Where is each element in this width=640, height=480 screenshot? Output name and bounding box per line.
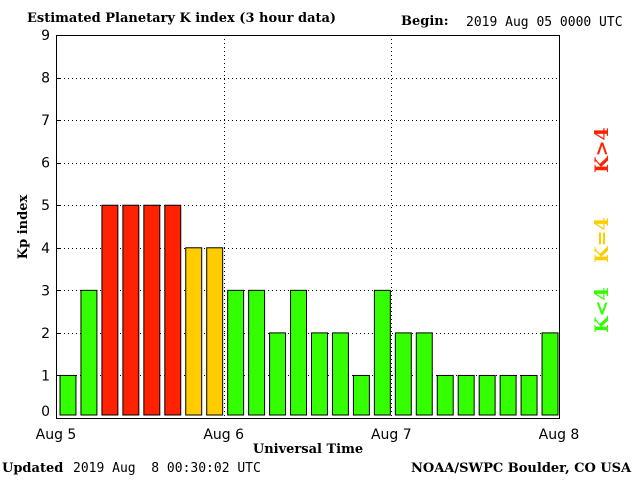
kp-bar	[457, 374, 475, 416]
y-tick-label: 3	[41, 283, 50, 299]
kp-bar	[394, 332, 412, 416]
kp-bar	[206, 247, 224, 416]
kp-bar	[143, 204, 161, 416]
y-tick-label: 4	[41, 241, 50, 257]
kp-bar	[80, 289, 98, 416]
y-tick-label: 7	[41, 113, 50, 129]
updated-label: Updated	[2, 461, 64, 476]
y-tick-label: 9	[41, 28, 50, 44]
chart-title: Estimated Planetary K index (3 hour data…	[27, 11, 337, 26]
legend-entry: K<4	[591, 287, 613, 333]
x-tick-layer: Aug 5 Aug 6 Aug 7 Aug 8	[36, 427, 580, 443]
plot-frame	[56, 35, 560, 419]
kp-bar	[478, 374, 496, 416]
kp-bar	[59, 374, 77, 416]
x-tick-label: Aug 5	[36, 427, 77, 443]
kp-bar	[520, 374, 538, 416]
x-tick-label: Aug 6	[203, 427, 244, 443]
bar-layer	[59, 204, 559, 416]
kp-bar	[436, 374, 454, 416]
kp-bar	[311, 332, 328, 416]
kp-bar	[373, 289, 391, 416]
kp-bar	[227, 289, 245, 416]
y-tick-label: 8	[41, 71, 50, 87]
legend-entry: K=4	[591, 217, 613, 263]
kp-bar	[290, 289, 307, 416]
kp-bar	[248, 289, 266, 416]
kp-bar	[499, 374, 517, 416]
kp-bar	[101, 204, 119, 416]
source-credit: NOAA/SWPC Boulder, CO USA	[411, 461, 632, 476]
updated-value: 2019 Aug 8 00:30:02 UTC	[73, 461, 261, 476]
y-tick-label: 2	[41, 326, 50, 342]
y-tick-label: 0	[41, 404, 50, 420]
kp-bar	[331, 332, 349, 416]
kp-bar	[541, 332, 559, 416]
kp-bar	[185, 247, 203, 416]
x-tick-label: Aug 8	[539, 427, 580, 443]
y-tick-label: 1	[41, 368, 50, 384]
legend-entry: K>4	[591, 127, 613, 173]
x-tick-label: Aug 7	[371, 427, 412, 443]
kp-bar	[164, 204, 182, 416]
kp-bar	[415, 332, 433, 416]
begin-value: 2019 Aug 05 0000 UTC	[466, 15, 623, 30]
legend: K<4 K=4 K>4	[591, 127, 613, 333]
x-axis-label: Universal Time	[253, 442, 363, 457]
kp-bar	[122, 204, 140, 416]
y-axis-label: Kp index	[16, 195, 31, 260]
kp-bar	[269, 332, 287, 416]
begin-label: Begin:	[401, 14, 449, 29]
y-tick-label: 6	[41, 156, 50, 172]
y-tick-layer: 0 1 2 3 4 5 6 7 8 9	[41, 28, 60, 420]
kp-bar	[352, 374, 370, 416]
y-tick-label: 5	[41, 198, 50, 214]
